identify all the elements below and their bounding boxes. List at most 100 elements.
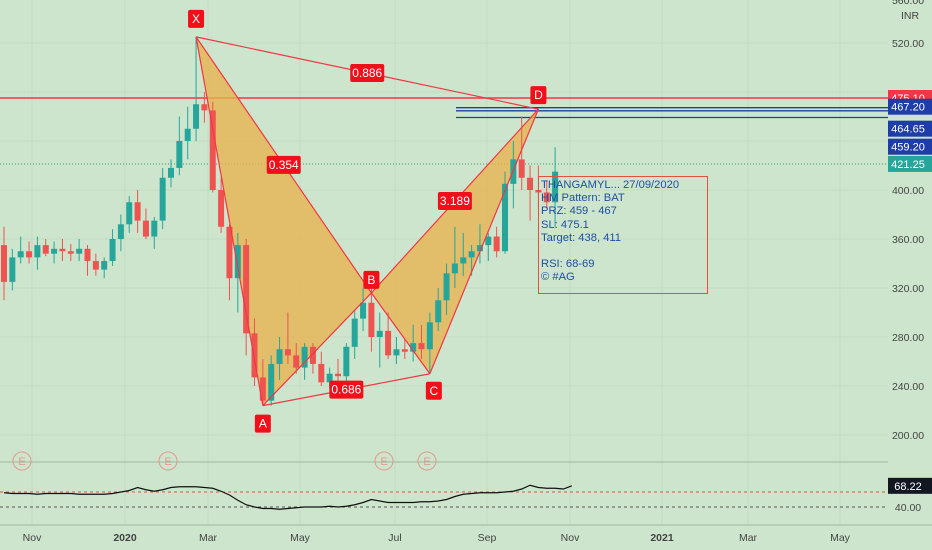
price-tick: 320.00: [892, 283, 924, 295]
point-label-x: X: [188, 9, 205, 28]
svg-text:3.189: 3.189: [440, 194, 470, 208]
svg-text:X: X: [192, 12, 200, 26]
price-tick: 520.00: [892, 38, 924, 50]
annotation-note[interactable]: THANGAMYL... 27/09/2020 HM Pattern: BAT …: [538, 176, 708, 294]
candle-23: [193, 36, 200, 141]
svg-text:E: E: [380, 456, 387, 468]
candle-22: [184, 106, 191, 160]
svg-text:B: B: [367, 273, 375, 287]
price-tick: 560.00: [892, 0, 924, 7]
candle-59: [493, 226, 500, 258]
candle-14: [117, 214, 124, 252]
event-marker-0: E: [12, 451, 32, 471]
time-tick: Sep: [478, 532, 497, 544]
candle-53: [443, 263, 450, 315]
candle-2: [17, 236, 24, 264]
pattern-labels: X A B C D 0.354 0.686 3.189 0.886: [188, 9, 547, 433]
candle-54: [451, 226, 458, 288]
svg-text:0.886: 0.886: [352, 66, 382, 80]
event-marker-2: E: [374, 451, 394, 471]
svg-text:467.20: 467.20: [891, 102, 925, 114]
candle-0: [1, 226, 7, 301]
candle-16: [134, 190, 141, 233]
candle-55: [460, 232, 467, 276]
candle-60: [502, 171, 508, 254]
candle-50: [418, 324, 425, 360]
svg-text:464.65: 464.65: [891, 124, 925, 136]
candle-52: [435, 288, 442, 331]
pattern-leg-2: [370, 292, 431, 375]
ratio-label-xd: 0.886: [350, 64, 385, 83]
svg-text:0.354: 0.354: [269, 158, 299, 172]
candle-29: [243, 239, 250, 356]
time-tick: 2021: [650, 532, 674, 544]
time-tick: 2020: [113, 532, 137, 544]
candle-47: [393, 337, 400, 364]
candle-17: [142, 208, 149, 239]
candle-30: [251, 318, 258, 386]
rsi-tick: 40.00: [895, 502, 921, 514]
price-level-lines: [0, 97, 888, 165]
candle-26: [218, 177, 225, 233]
point-label-b: B: [363, 270, 380, 289]
candle-11: [92, 253, 99, 276]
candle-44: [368, 288, 375, 352]
pattern-triangle-xab: [196, 36, 372, 406]
svg-text:D: D: [534, 88, 543, 102]
rsi-line: [3, 484, 573, 510]
candle-27: [226, 224, 233, 301]
candle-38: [318, 351, 325, 386]
note-prz: PRZ: 459 - 467: [541, 205, 617, 218]
candle-18: [151, 216, 158, 249]
time-tick: Nov: [561, 532, 580, 544]
candle-41: [343, 343, 350, 386]
candle-9: [76, 239, 83, 262]
svg-text:0.686: 0.686: [331, 383, 361, 397]
candle-24: [201, 92, 208, 123]
candle-31: [259, 359, 266, 406]
svg-text:68.22: 68.22: [894, 481, 922, 493]
candle-58: [485, 232, 492, 262]
note-pattern: HM Pattern: BAT: [541, 192, 625, 205]
time-axis[interactable]: Nov 2020 Mar May Jul Sep Nov 2021 Mar May: [0, 524, 932, 544]
time-tick: May: [830, 532, 851, 544]
ratio-label-bd: 3.189: [437, 192, 472, 211]
svg-text:E: E: [18, 456, 25, 468]
ratio-label-ac: 0.686: [329, 380, 364, 399]
candle-20: [168, 159, 174, 188]
note-rsi: RSI: 68-69: [541, 258, 595, 271]
candle-1: [9, 248, 16, 291]
point-label-c: C: [425, 381, 442, 400]
price-badge-464.65: 464.65: [888, 120, 932, 137]
candle-65: [543, 180, 550, 209]
candle-48: [401, 339, 408, 360]
price-axis[interactable]: 560.00 520.00 400.00 360.00 320.00 280.00 240.…: [888, 0, 932, 550]
svg-text:421.25: 421.25: [891, 159, 925, 171]
price-tick: 360.00: [892, 234, 924, 246]
candle-46: [385, 312, 392, 360]
candle-28: [234, 232, 241, 313]
price-tick: 280.00: [892, 332, 924, 344]
candle-43: [360, 288, 367, 331]
price-badge-459.20: 459.20: [888, 138, 932, 155]
price-badge-467.20: 467.20: [888, 98, 932, 115]
candle-34: [284, 312, 291, 364]
note-signature: © #AG: [541, 271, 575, 284]
rsi-panel: [0, 484, 888, 510]
price-tick: 200.00: [892, 430, 924, 442]
note-target: Target: 438, 411: [541, 231, 622, 244]
point-label-a: A: [254, 414, 271, 433]
time-tick: Mar: [739, 532, 758, 544]
candle-45: [376, 312, 383, 368]
candle-12: [101, 257, 108, 279]
price-tick: 240.00: [892, 381, 924, 393]
candle-21: [176, 116, 183, 176]
candle-66: [552, 147, 559, 227]
candle-62: [518, 116, 525, 190]
pattern-leg-0: [195, 36, 264, 406]
time-tick: May: [290, 532, 311, 544]
candle-13: [109, 229, 116, 266]
svg-text:C: C: [430, 384, 439, 398]
